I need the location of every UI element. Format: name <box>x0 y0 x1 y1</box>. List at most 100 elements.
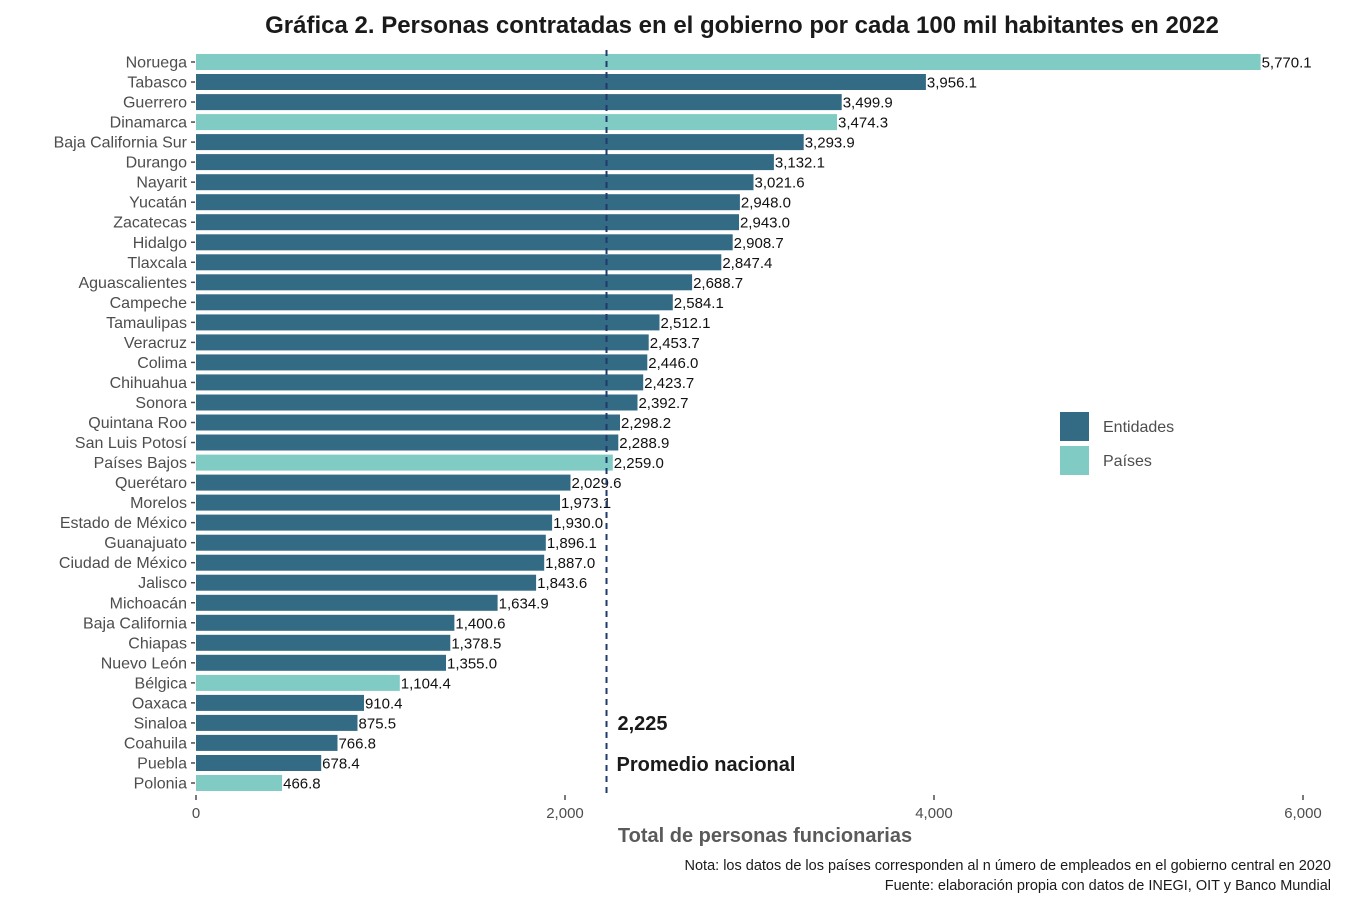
value-label: 1,973.1 <box>561 495 611 512</box>
y-tick-label: Morelos <box>130 495 187 512</box>
y-axis-labels: Noruega Tabasco Guerrero Dinamarca Baja Cali… <box>54 55 195 793</box>
bar-sonora <box>196 394 638 411</box>
bar-coahuila <box>196 734 338 751</box>
value-label: 910.4 <box>365 695 403 712</box>
y-tick-label: Oaxaca <box>132 695 187 712</box>
bar-baja-california <box>196 614 455 631</box>
y-tick-label: Noruega <box>126 55 187 72</box>
y-tick-label: Baja California Sur <box>54 135 188 152</box>
value-label: 2,688.7 <box>693 275 743 292</box>
value-label: 2,446.0 <box>648 355 698 372</box>
y-tick-label: Chihuahua <box>110 375 188 392</box>
y-tick-label: Tabasco <box>127 75 187 92</box>
y-tick-label: Quintana Roo <box>88 415 187 432</box>
y-tick-label: Colima <box>137 355 187 372</box>
bar-belgica <box>196 674 400 691</box>
bar-zacatecas <box>196 214 739 231</box>
y-tick-label: Ciudad de México <box>59 555 187 572</box>
bar-ciudad-de-mexico <box>196 554 545 571</box>
y-tick-label: Polonia <box>134 776 187 793</box>
y-tick-label: Estado de México <box>60 515 187 532</box>
value-label: 466.8 <box>283 776 321 793</box>
y-tick-label: Baja California <box>83 615 187 632</box>
bar-nuevo-leon <box>196 654 446 671</box>
value-label: 678.4 <box>322 755 360 772</box>
value-label: 1,896.1 <box>547 535 597 552</box>
value-label: 766.8 <box>338 735 376 752</box>
y-tick-label: Hidalgo <box>133 235 187 252</box>
value-label: 5,770.1 <box>1262 55 1312 72</box>
bar-morelos <box>196 494 560 511</box>
y-tick-label: Querétaro <box>115 475 187 492</box>
value-label: 1,355.0 <box>447 655 497 672</box>
value-label: 1,843.6 <box>537 575 587 592</box>
y-tick-label: Durango <box>126 155 187 172</box>
value-label: 1,104.4 <box>401 675 451 692</box>
national-average-label: Promedio nacional <box>617 754 796 776</box>
bar-quintana-roo <box>196 414 620 431</box>
value-labels: 5,770.1 3,956.1 3,499.9 3,474.3 3,293.9 3,132… <box>283 55 1312 793</box>
legend-swatch-entidades <box>1060 412 1089 441</box>
y-tick-label: Campeche <box>110 295 187 312</box>
y-tick-label: Nayarit <box>136 175 187 192</box>
bar-queretaro <box>196 474 571 491</box>
bar-campeche <box>196 294 673 311</box>
y-tick-label: Tamaulipas <box>106 315 187 332</box>
bar-polonia <box>196 775 283 791</box>
bar-sinaloa <box>196 714 358 731</box>
value-label: 3,293.9 <box>805 135 855 152</box>
bar-san-luis-potosi <box>196 434 619 451</box>
y-tick-label: Sinaloa <box>134 715 187 732</box>
y-tick-label: Jalisco <box>138 575 187 592</box>
value-label: 2,453.7 <box>650 335 700 352</box>
reference-line-group: 2,225 Promedio nacional <box>605 50 796 797</box>
y-tick-label: Aguascalientes <box>78 275 187 292</box>
y-tick-label: Países Bajos <box>94 455 187 472</box>
chart-note: Nota: los datos de los países correspond… <box>685 858 1331 874</box>
bar-puebla <box>196 755 322 771</box>
y-tick-label: Veracruz <box>124 335 187 352</box>
value-label: 2,288.9 <box>619 435 669 452</box>
chart-source: Fuente: elaboración propia con datos de … <box>885 878 1331 894</box>
x-tick-label: 0 <box>192 805 200 822</box>
y-tick-label: Guerrero <box>123 95 187 112</box>
y-tick-label: Zacatecas <box>113 215 187 232</box>
x-tick-label: 4,000 <box>915 805 953 822</box>
x-axis-title: Total de personas funcionarias <box>618 825 912 847</box>
value-label: 3,956.1 <box>927 75 977 92</box>
value-label: 2,512.1 <box>660 315 710 332</box>
x-axis: 0 2,000 4,000 6,000 <box>192 795 1322 822</box>
value-label: 2,423.7 <box>644 375 694 392</box>
y-tick-label: San Luis Potosí <box>75 435 188 452</box>
bar-baja-california-sur <box>196 134 804 151</box>
bar-guerrero <box>196 94 842 111</box>
bar-nayarit <box>196 174 754 191</box>
value-label: 1,378.5 <box>451 635 501 652</box>
bar-tabasco <box>196 74 926 90</box>
value-label: 1,400.6 <box>455 615 505 632</box>
bar-tlaxcala <box>196 254 722 271</box>
bar-paises-bajos <box>196 454 613 471</box>
y-tick-label: Coahuila <box>124 735 187 752</box>
bar-veracruz <box>196 334 649 351</box>
national-average-value: 2,225 <box>618 713 668 735</box>
legend-label-paises: Países <box>1103 453 1152 470</box>
y-tick-label: Chiapas <box>128 635 187 652</box>
bar-yucatan <box>196 194 740 211</box>
bar-hidalgo <box>196 234 733 251</box>
value-label: 3,132.1 <box>775 155 825 172</box>
x-tick-label: 2,000 <box>546 805 584 822</box>
y-tick-label: Yucatán <box>129 195 187 212</box>
value-label: 2,392.7 <box>638 395 688 412</box>
y-tick-label: Nuevo León <box>101 655 187 672</box>
value-label: 3,499.9 <box>843 95 893 112</box>
y-tick-label: Bélgica <box>135 675 188 692</box>
value-label: 875.5 <box>359 715 397 732</box>
y-tick-label: Puebla <box>137 755 187 772</box>
value-label: 2,948.0 <box>741 195 791 212</box>
legend: Entidades Países <box>1060 412 1174 475</box>
value-label: 1,887.0 <box>545 555 595 572</box>
value-label: 2,298.2 <box>621 415 671 432</box>
legend-swatch-paises <box>1060 446 1089 475</box>
